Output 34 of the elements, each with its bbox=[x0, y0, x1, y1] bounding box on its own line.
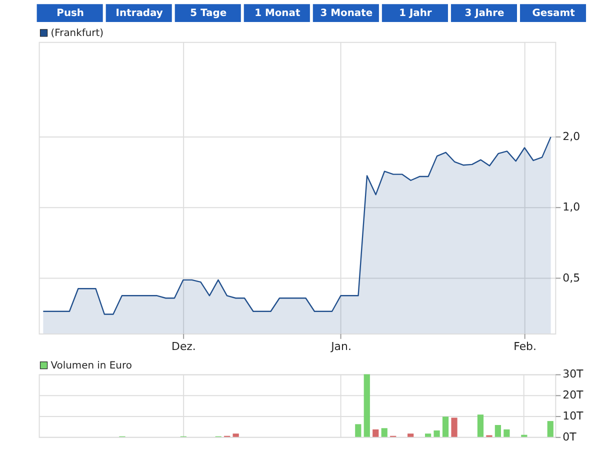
y-tick-label: 10T bbox=[562, 410, 584, 423]
bar bbox=[424, 434, 432, 437]
text: 3 Jahre bbox=[464, 8, 504, 20]
text: 1 Jahr bbox=[399, 8, 432, 20]
bar bbox=[232, 434, 239, 437]
bar bbox=[355, 424, 362, 437]
bar bbox=[381, 428, 388, 437]
text: 3 Monate bbox=[320, 8, 373, 20]
bar bbox=[477, 414, 484, 437]
y-tick-label: 20T bbox=[562, 388, 584, 402]
y-tick-label: 0,5 bbox=[562, 271, 580, 284]
bar bbox=[494, 425, 502, 437]
bar bbox=[451, 418, 458, 437]
x-tick-label: Dez. bbox=[172, 340, 196, 353]
legend-label: (Frankfurt) bbox=[50, 28, 104, 39]
bar bbox=[408, 434, 414, 437]
bar bbox=[547, 421, 554, 437]
bar bbox=[504, 429, 510, 437]
text: 1 Monat bbox=[254, 8, 300, 20]
bar bbox=[434, 430, 440, 437]
text: Gesamt bbox=[532, 8, 576, 20]
y-tick-label: 2,0 bbox=[562, 130, 580, 143]
text: Intraday bbox=[116, 8, 164, 20]
legend-label: Volumen in Euro bbox=[50, 360, 132, 372]
y-tick-label: 30T bbox=[562, 368, 584, 381]
bar bbox=[372, 429, 379, 437]
text: Push bbox=[56, 8, 84, 20]
bar bbox=[364, 374, 370, 437]
x-tick-label: Jan. bbox=[330, 340, 352, 353]
bar bbox=[442, 416, 449, 437]
y-tick-label: 1,0 bbox=[562, 200, 580, 214]
x-tick-label: Feb. bbox=[514, 340, 536, 353]
text: 5 Tage bbox=[190, 8, 227, 20]
y-tick-label: 0T bbox=[562, 430, 577, 444]
